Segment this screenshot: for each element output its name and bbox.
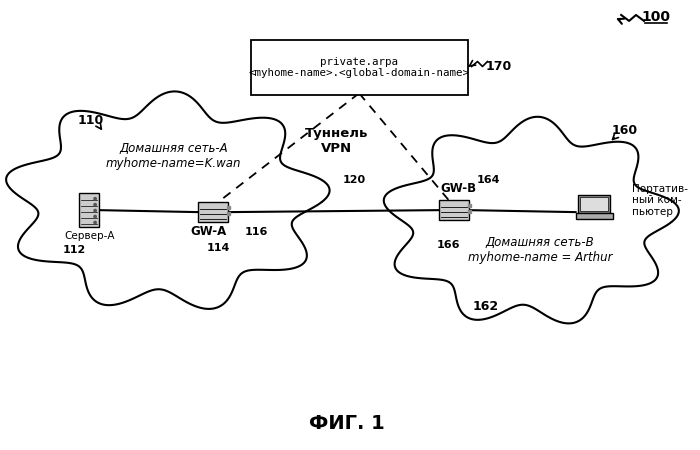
- Text: Домашняя сеть-А
myhome-name=K.wan: Домашняя сеть-А myhome-name=K.wan: [106, 142, 241, 170]
- Text: 116: 116: [245, 227, 268, 237]
- Bar: [227, 212, 230, 215]
- Bar: [468, 210, 470, 213]
- Text: private.arpa
<myhome-name>.<global-domain-name>: private.arpa <myhome-name>.<global-domai…: [248, 57, 470, 78]
- FancyBboxPatch shape: [575, 213, 613, 219]
- Polygon shape: [6, 91, 330, 309]
- FancyBboxPatch shape: [578, 195, 610, 213]
- Text: 112: 112: [63, 245, 86, 255]
- Circle shape: [94, 221, 97, 224]
- Text: 114: 114: [206, 243, 230, 253]
- Text: Портатив-
ный ком-
пьютер: Портатив- ный ком- пьютер: [632, 184, 688, 217]
- Text: Туннель
VPN: Туннель VPN: [305, 127, 368, 155]
- Text: 164: 164: [477, 176, 500, 185]
- Circle shape: [94, 203, 97, 206]
- Text: Сервер-А: Сервер-А: [64, 231, 114, 241]
- FancyBboxPatch shape: [580, 197, 608, 211]
- Text: 160: 160: [611, 124, 637, 137]
- Circle shape: [94, 209, 97, 212]
- FancyBboxPatch shape: [198, 202, 228, 222]
- Circle shape: [94, 216, 97, 218]
- FancyBboxPatch shape: [439, 200, 468, 220]
- Text: 170: 170: [485, 60, 512, 73]
- Text: Домашняя сеть-В
myhome-name = Arthur: Домашняя сеть-В myhome-name = Arthur: [468, 236, 612, 264]
- Text: 110: 110: [78, 114, 104, 127]
- Circle shape: [94, 198, 97, 200]
- Text: 100: 100: [641, 10, 671, 24]
- Text: GW-A: GW-A: [190, 225, 226, 238]
- Text: 120: 120: [343, 176, 366, 185]
- Bar: [468, 204, 470, 207]
- Text: 166: 166: [437, 240, 461, 250]
- FancyBboxPatch shape: [251, 40, 468, 95]
- FancyBboxPatch shape: [79, 193, 99, 228]
- Text: ФИГ. 1: ФИГ. 1: [309, 414, 384, 432]
- Text: 162: 162: [473, 300, 498, 313]
- Polygon shape: [384, 117, 679, 324]
- Bar: [227, 206, 230, 209]
- Text: GW-B: GW-B: [440, 182, 477, 195]
